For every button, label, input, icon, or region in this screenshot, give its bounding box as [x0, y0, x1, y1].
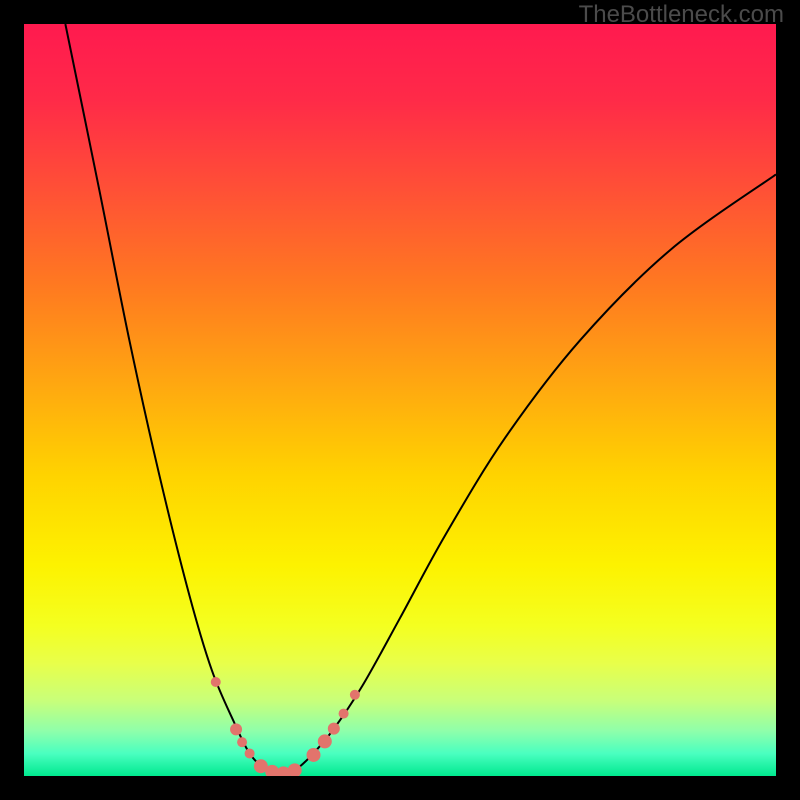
sample-marker	[318, 734, 332, 748]
watermark-text: TheBottleneck.com	[579, 1, 784, 28]
sample-marker	[350, 690, 360, 700]
sample-marker	[288, 763, 302, 777]
sample-marker	[339, 709, 349, 719]
sample-marker	[307, 748, 321, 762]
chart-stage: TheBottleneck.com	[0, 0, 800, 800]
gradient-plot-area	[24, 24, 776, 776]
sample-marker	[211, 677, 221, 687]
bottleneck-chart-svg: TheBottleneck.com	[0, 0, 800, 800]
sample-marker	[230, 723, 242, 735]
sample-marker	[245, 748, 255, 758]
sample-marker	[328, 723, 340, 735]
sample-marker	[237, 737, 247, 747]
